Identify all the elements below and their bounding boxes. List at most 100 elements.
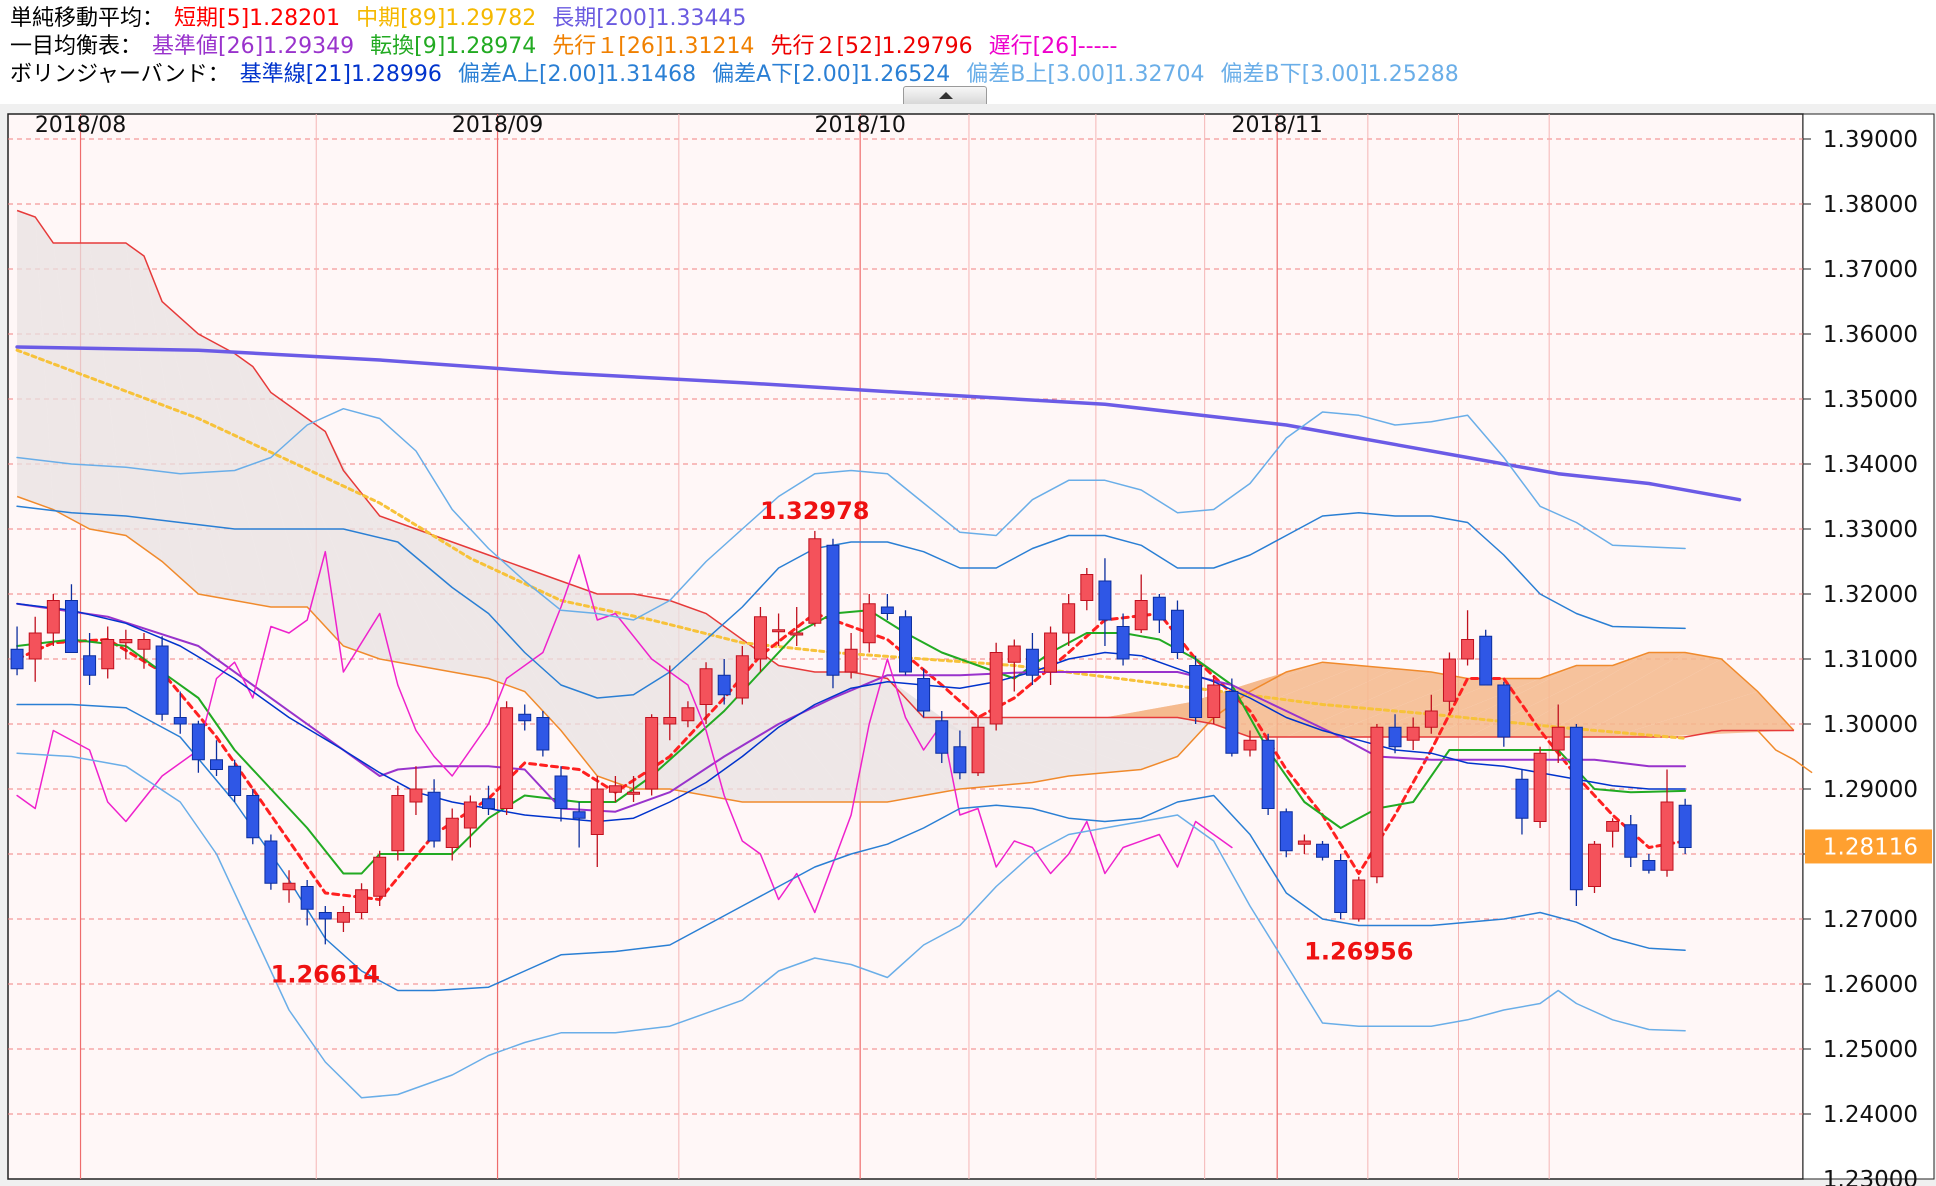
legend-item-sma-2: 長期[200]1.33445	[552, 6, 747, 31]
candle	[1533, 746, 1547, 828]
candle-body	[1388, 726, 1402, 748]
y-tick-label: 1.38000	[1823, 192, 1918, 218]
candle-body	[1370, 726, 1384, 878]
legend-title-sma: 単純移動平均：	[10, 6, 165, 31]
candle-body	[1533, 752, 1547, 822]
y-tick-label: 1.37000	[1823, 257, 1918, 283]
indicator-line-中期[89]	[15, 348, 1687, 740]
candle-body	[10, 648, 24, 670]
candle	[228, 759, 242, 802]
legend-item-ichimoku-4: 遅行[26]-----	[988, 34, 1118, 59]
legend-item-bollinger-0: 基準線[21]1.28996	[239, 62, 442, 87]
legend-item-sma-0: 短期[5]1.28201	[174, 6, 341, 31]
ichimoku-cloud-segment	[488, 555, 670, 789]
candle-body	[1225, 691, 1239, 754]
candle	[1062, 594, 1076, 646]
y-tick-label: 1.27000	[1823, 907, 1918, 933]
candle	[1479, 629, 1493, 686]
candle	[772, 613, 786, 646]
candle-body	[64, 600, 78, 653]
candle	[627, 776, 641, 802]
candle-body	[1442, 658, 1456, 702]
ichimoku-cloud-segment	[814, 672, 997, 789]
candle-body	[481, 798, 495, 809]
candle-body	[318, 912, 332, 920]
candle	[1225, 678, 1239, 757]
indicator-line-偏差B下	[16, 752, 1686, 1099]
legend-item-ichimoku-2: 先行１[26]1.31214	[552, 34, 755, 59]
candle-body	[1352, 879, 1366, 920]
candle	[935, 711, 949, 763]
legend-item-bollinger-1: 偏差A上[2.00]1.31468	[457, 62, 697, 87]
candle-body	[1624, 824, 1638, 858]
ichimoku-cloud-segment	[996, 717, 1178, 770]
candle	[989, 642, 1003, 731]
candle-body	[1515, 778, 1529, 819]
candle	[1660, 769, 1674, 877]
collapse-legend-button[interactable]	[903, 86, 987, 104]
candle-body	[844, 648, 858, 673]
candle-body	[1569, 726, 1583, 891]
candle-body	[391, 795, 405, 852]
candle	[608, 776, 622, 802]
y-tick-label: 1.36000	[1823, 322, 1918, 348]
price-annotation: 1.32978	[760, 497, 869, 525]
y-tick-label: 1.24000	[1823, 1102, 1918, 1128]
candle	[83, 633, 97, 685]
legend-title-bollinger: ボリンジャーバンド：	[10, 62, 230, 87]
ichimoku-cloud-segment	[307, 418, 453, 672]
candle	[554, 766, 568, 822]
candle-body	[1588, 843, 1601, 887]
candle	[1388, 714, 1402, 754]
ichimoku-cloud-segment	[252, 366, 380, 659]
ichimoku-cloud-segment	[1286, 672, 1468, 737]
candle-body	[173, 717, 187, 725]
candle	[1406, 717, 1420, 750]
candle	[1642, 854, 1656, 874]
candle-body	[935, 720, 949, 754]
legend-item-sma-1: 中期[89]1.29782	[356, 6, 537, 31]
price-chart[interactable]: 1.39000 1.38000 1.37000 1.36000 1.35000 1.340…	[0, 104, 1936, 1186]
candle	[210, 740, 223, 776]
ichimoku-cloud-segment	[125, 243, 199, 594]
ichimoku-cloud-segment	[452, 542, 634, 789]
ichimoku-cloud-segment	[1177, 662, 1359, 724]
candle	[1189, 655, 1203, 724]
legend-row-bollinger: ボリンジャーバンド： 基準線[21]1.28996 偏差A上[2.00]1.3146…	[10, 60, 1491, 90]
candle	[46, 594, 60, 646]
candle	[427, 779, 441, 848]
candle-body	[1334, 860, 1348, 913]
candle	[862, 594, 876, 653]
candle	[264, 834, 278, 890]
ichimoku-cloud-segment	[706, 613, 888, 802]
candle	[137, 633, 151, 669]
candle-body	[681, 707, 695, 722]
candle-body	[899, 616, 912, 673]
candle	[119, 629, 133, 659]
candle-body	[572, 811, 586, 819]
candle	[1316, 841, 1330, 861]
candle-body	[808, 538, 822, 624]
candle-body	[1461, 639, 1475, 660]
candle	[844, 633, 858, 679]
ichimoku-cloud-segment	[1540, 652, 1722, 737]
candle	[1044, 626, 1058, 685]
candle	[1279, 808, 1293, 858]
candle-body	[445, 817, 459, 848]
candle	[10, 626, 24, 676]
candle-body	[101, 639, 115, 670]
senkou-span-tail	[1757, 729, 1813, 774]
candle	[1497, 681, 1511, 747]
candle	[391, 785, 405, 861]
candle-body	[373, 856, 387, 897]
ichimoku-cloud-segment	[1612, 691, 1794, 737]
candle	[500, 701, 514, 815]
candle	[101, 626, 115, 679]
candle	[880, 594, 894, 620]
ichimoku-cloud-segment	[416, 529, 598, 776]
current-price-label: 1.28116	[1823, 834, 1918, 860]
y-tick-label: 1.23000	[1823, 1167, 1918, 1186]
candle-body	[772, 629, 786, 633]
candle-body	[264, 840, 278, 884]
